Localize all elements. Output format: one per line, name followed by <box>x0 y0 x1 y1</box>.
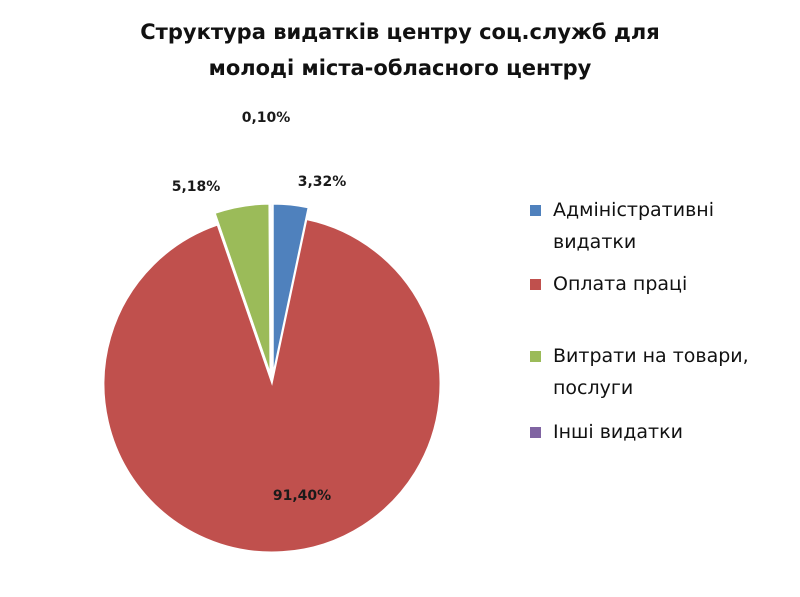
legend-swatch-goods-services <box>530 351 541 362</box>
chart-title: Структура видатків центру соц.служб для … <box>0 14 800 86</box>
pie-slices <box>103 203 441 553</box>
pie-data-labels: 3,32% 91,40% 5,18% 0,10% <box>172 110 347 504</box>
legend-label-administrative: Адміністративні видатки <box>553 199 714 253</box>
data-label-salary: 91,40% <box>273 488 331 504</box>
data-label-goods-services: 5,18% <box>172 179 221 195</box>
legend-item-goods-services: Витрати на товари, послуги <box>530 340 792 404</box>
chart-title-line-2: молоді міста-обласного центру <box>208 56 592 80</box>
slice-other <box>270 203 273 373</box>
chart-title-line-1: Структура видатків центру соц.служб для <box>140 20 660 44</box>
legend-item-administrative: Адміністративні видатки <box>530 194 792 258</box>
legend-label-other: Інші видатки <box>553 421 683 443</box>
legend-item-other: Інші видатки <box>530 416 792 448</box>
slice-salary <box>103 219 441 553</box>
legend-label-salary: Оплата праці <box>553 273 688 295</box>
legend-swatch-other <box>530 427 541 438</box>
legend-swatch-administrative <box>530 205 541 216</box>
legend-item-salary: Оплата праці <box>530 268 792 300</box>
slice-goods-services <box>214 203 271 373</box>
legend-label-goods-services: Витрати на товари, послуги <box>553 345 749 399</box>
legend-swatch-salary <box>530 279 541 290</box>
data-label-administrative: 3,32% <box>298 174 347 190</box>
data-label-other: 0,10% <box>242 110 291 126</box>
slice-administrative <box>272 203 309 373</box>
